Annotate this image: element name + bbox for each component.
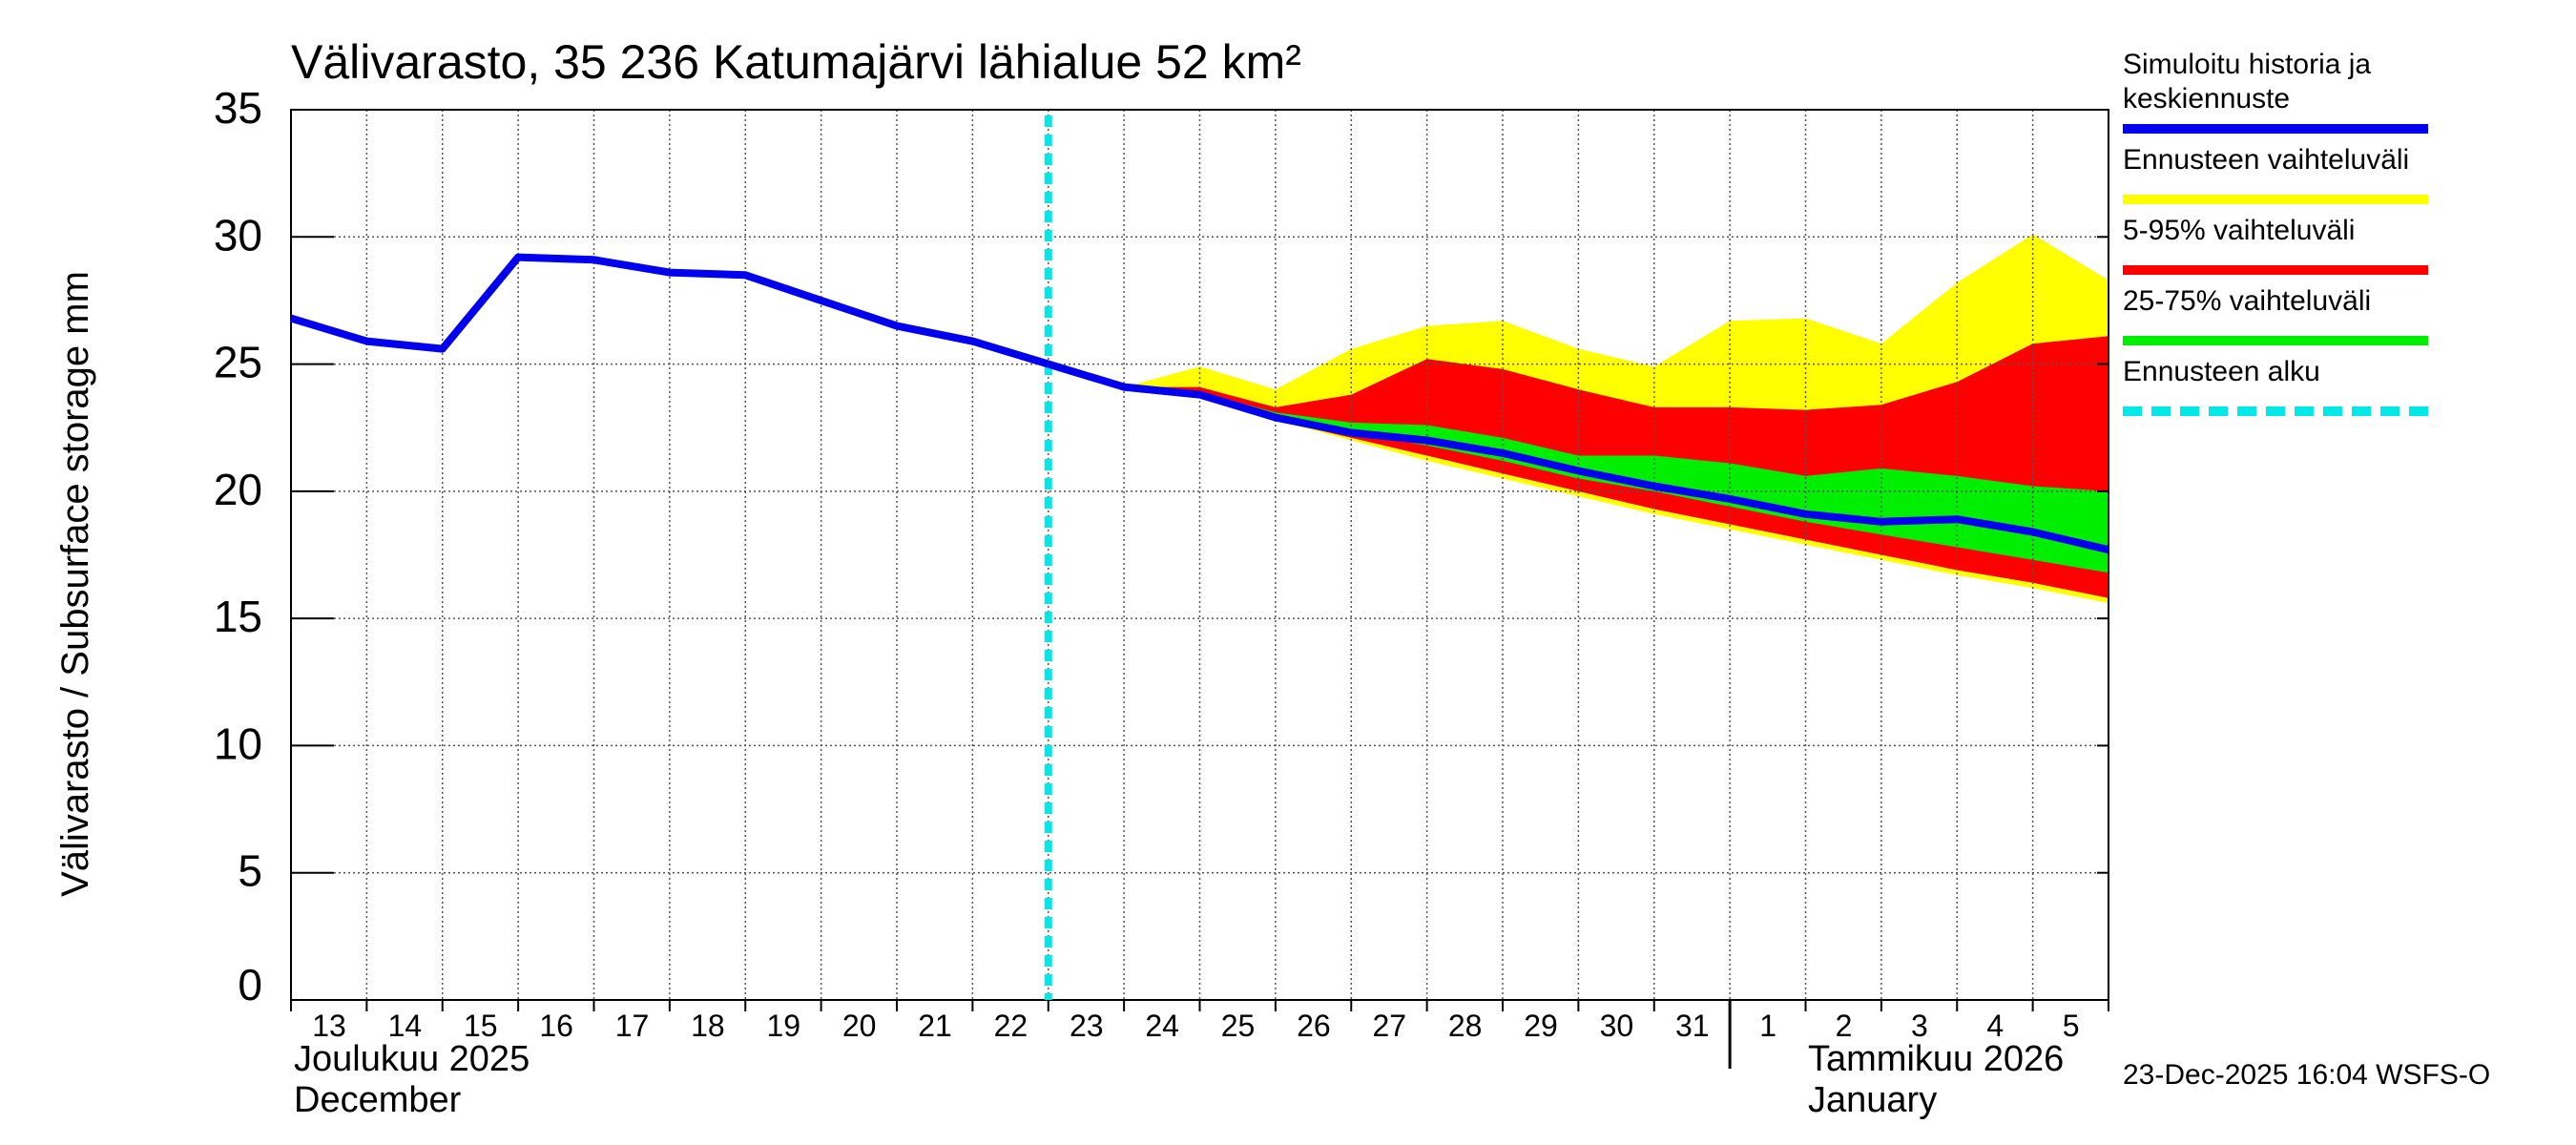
y-tick-label: 30 [214,210,262,260]
x-tick-label: 20 [842,1009,877,1043]
legend-label-p25-75: 25-75% vaihteluväli [2123,285,2372,317]
x-tick-label: 19 [766,1009,800,1043]
month-label-january-en: January [1808,1080,1937,1120]
x-tick-label: 22 [994,1009,1028,1043]
legend-swatch-range [2123,195,2428,204]
x-tick-label: 4 [1986,1009,2004,1043]
x-tick-label: 3 [1911,1009,1928,1043]
y-tick-label: 35 [214,83,262,133]
x-tick-label: 13 [312,1009,346,1043]
legend-swatch-p5-95 [2123,265,2428,275]
x-tick-label: 29 [1524,1009,1558,1043]
y-tick-label: 20 [214,465,262,514]
legend-item-forecast-start: Ennusteen alku [2123,355,2447,426]
legend: Simuloitu historia ja keskiennuste Ennus… [2123,48,2447,426]
legend-label-p5-95: 5-95% vaihteluväli [2123,215,2356,246]
x-tick-label: 15 [464,1009,498,1043]
x-tick-label: 31 [1675,1009,1710,1043]
legend-swatch-p25-75 [2123,336,2428,345]
legend-label-range: Ennusteen vaihteluväli [2123,144,2410,176]
x-tick-label: 27 [1372,1009,1406,1043]
x-tick-label: 14 [388,1009,423,1043]
x-tick-label: 26 [1297,1009,1331,1043]
month-label-december-en: December [294,1080,462,1120]
y-tick-label: 10 [214,718,262,768]
legend-swatch-forecast-start [2123,406,2428,416]
y-tick-label: 5 [238,846,262,896]
y-axis-label: Välivarasto / Subsurface storage mm [54,271,96,897]
timestamp: 23-Dec-2025 16:04 WSFS-O [2123,1059,2491,1091]
x-tick-label: 2 [1836,1009,1853,1043]
x-tick-label: 21 [918,1009,952,1043]
x-tick-label: 24 [1145,1009,1179,1043]
x-tick-label: 16 [539,1009,573,1043]
legend-label-forecast-start: Ennusteen alku [2123,356,2320,387]
x-tick-label: 25 [1221,1009,1256,1043]
legend-label-history: Simuloitu historia ja keskiennuste [2123,49,2372,114]
x-tick-label: 18 [691,1009,725,1043]
legend-item-p25-75: 25-75% vaihteluväli [2123,284,2447,355]
history-mean-line [289,253,2109,554]
y-tick-label: 15 [214,592,262,641]
month-label-december-fi: Joulukuu 2025 [294,1039,530,1079]
legend-item-range: Ennusteen vaihteluväli [2123,143,2447,214]
x-tick-label: 28 [1448,1009,1483,1043]
x-tick-label: 1 [1759,1009,1776,1043]
legend-swatch-history [2123,124,2428,134]
legend-item-p5-95: 5-95% vaihteluväli [2123,214,2447,284]
x-tick-label: 23 [1070,1009,1104,1043]
x-tick-label: 30 [1600,1009,1634,1043]
chart-title: Välivarasto, 35 236 Katumajärvi lähialue… [291,35,1301,89]
legend-item-history: Simuloitu historia ja keskiennuste [2123,48,2447,143]
month-label-january-fi: Tammikuu 2026 [1808,1039,2064,1079]
x-tick-label: 17 [615,1009,650,1043]
y-tick-label: 0 [238,960,262,1010]
x-tick-label: 5 [2063,1009,2080,1043]
y-tick-label: 25 [214,338,262,387]
